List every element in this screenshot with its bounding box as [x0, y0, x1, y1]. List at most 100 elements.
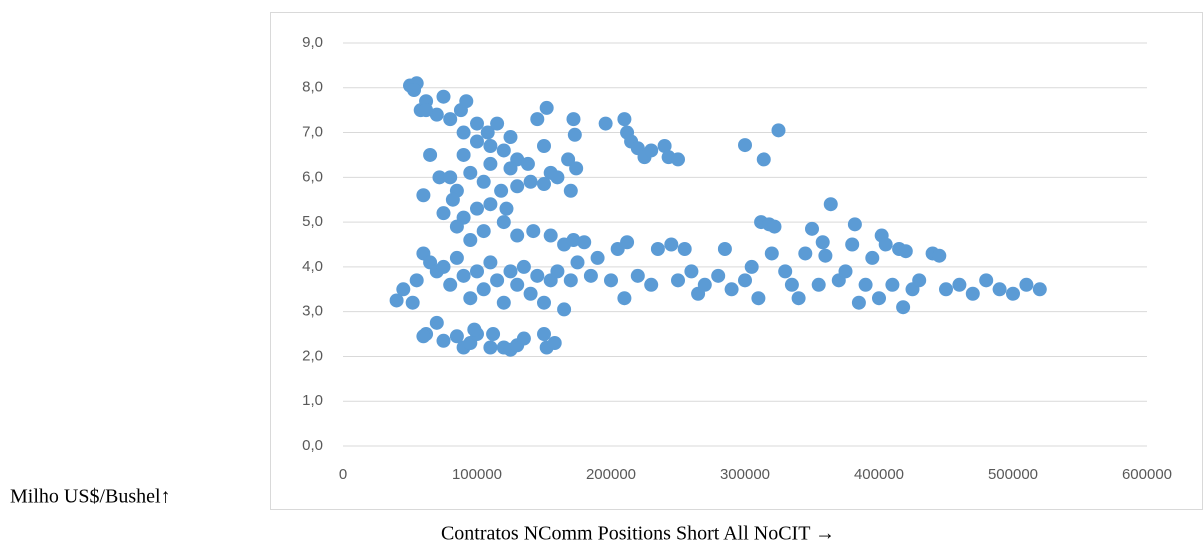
x-tick-label: 400000 — [854, 466, 904, 483]
point — [463, 291, 478, 306]
point — [838, 264, 853, 279]
point — [436, 206, 451, 221]
point — [516, 259, 531, 274]
point — [644, 143, 659, 158]
point — [620, 235, 635, 250]
point — [657, 138, 672, 153]
point — [476, 174, 491, 189]
point — [550, 264, 565, 279]
point — [764, 246, 779, 261]
point — [443, 170, 458, 185]
point — [436, 333, 451, 348]
point — [537, 138, 551, 153]
point — [851, 295, 866, 310]
point — [490, 116, 505, 131]
point — [697, 277, 712, 292]
point — [510, 277, 525, 292]
point — [405, 295, 420, 310]
point — [664, 237, 679, 252]
point — [1006, 286, 1020, 301]
point — [416, 329, 431, 344]
point — [456, 268, 471, 283]
y-tick-label: 8,0 — [302, 79, 323, 96]
point — [756, 152, 771, 167]
point — [456, 125, 471, 140]
point — [429, 315, 444, 330]
point — [483, 340, 498, 355]
point — [483, 255, 498, 270]
y-tick-label: 6,0 — [302, 168, 323, 185]
point — [416, 188, 431, 203]
point — [496, 215, 511, 230]
y-tick-label: 1,0 — [302, 392, 323, 409]
point — [650, 241, 665, 256]
point — [449, 250, 464, 265]
x-tick-label: 200000 — [586, 466, 636, 483]
x-tick-label: 0 — [339, 466, 347, 483]
point — [952, 277, 967, 292]
point — [432, 170, 447, 185]
point — [483, 197, 498, 212]
point — [563, 273, 578, 288]
point — [459, 94, 474, 109]
point — [476, 224, 491, 239]
point — [547, 336, 562, 351]
point — [767, 219, 782, 234]
point — [494, 183, 509, 198]
point — [865, 250, 880, 265]
point — [644, 277, 659, 292]
point — [617, 291, 632, 306]
point — [503, 130, 518, 145]
point — [496, 143, 511, 158]
point — [847, 217, 862, 232]
y-axis-title: Milho US$/Bushel↑ — [10, 486, 171, 508]
point — [396, 282, 411, 297]
point — [671, 273, 685, 288]
point — [912, 273, 927, 288]
point — [443, 277, 458, 292]
point — [744, 259, 759, 274]
point — [476, 282, 491, 297]
point — [979, 273, 994, 288]
point — [537, 295, 551, 310]
point — [496, 295, 511, 310]
point — [577, 235, 592, 250]
point — [449, 219, 464, 234]
point — [419, 103, 434, 118]
point — [530, 268, 545, 283]
point — [503, 264, 518, 279]
point — [939, 282, 953, 297]
point — [449, 329, 464, 344]
y-tick-label: 7,0 — [302, 124, 323, 141]
x-tick-label: 100000 — [452, 466, 502, 483]
point — [516, 331, 531, 346]
point — [898, 244, 913, 259]
y-tick-label: 4,0 — [302, 258, 323, 275]
point — [563, 183, 578, 198]
point — [543, 228, 558, 243]
point — [523, 174, 538, 189]
y-tick-label: 5,0 — [302, 213, 323, 230]
point — [470, 116, 484, 131]
point — [523, 286, 538, 301]
point — [409, 273, 424, 288]
point — [818, 248, 833, 263]
point — [630, 268, 645, 283]
point — [878, 237, 893, 252]
point — [738, 138, 752, 153]
point — [467, 322, 482, 337]
point — [805, 221, 819, 236]
point — [724, 282, 739, 297]
point — [463, 233, 478, 248]
point — [389, 293, 404, 308]
point — [445, 192, 460, 207]
x-tick-label: 300000 — [720, 466, 770, 483]
point — [798, 246, 813, 261]
point — [604, 273, 618, 288]
point — [567, 127, 582, 142]
x-tick-label: 500000 — [988, 466, 1038, 483]
point — [480, 125, 495, 140]
point — [503, 161, 518, 176]
point — [717, 241, 732, 256]
